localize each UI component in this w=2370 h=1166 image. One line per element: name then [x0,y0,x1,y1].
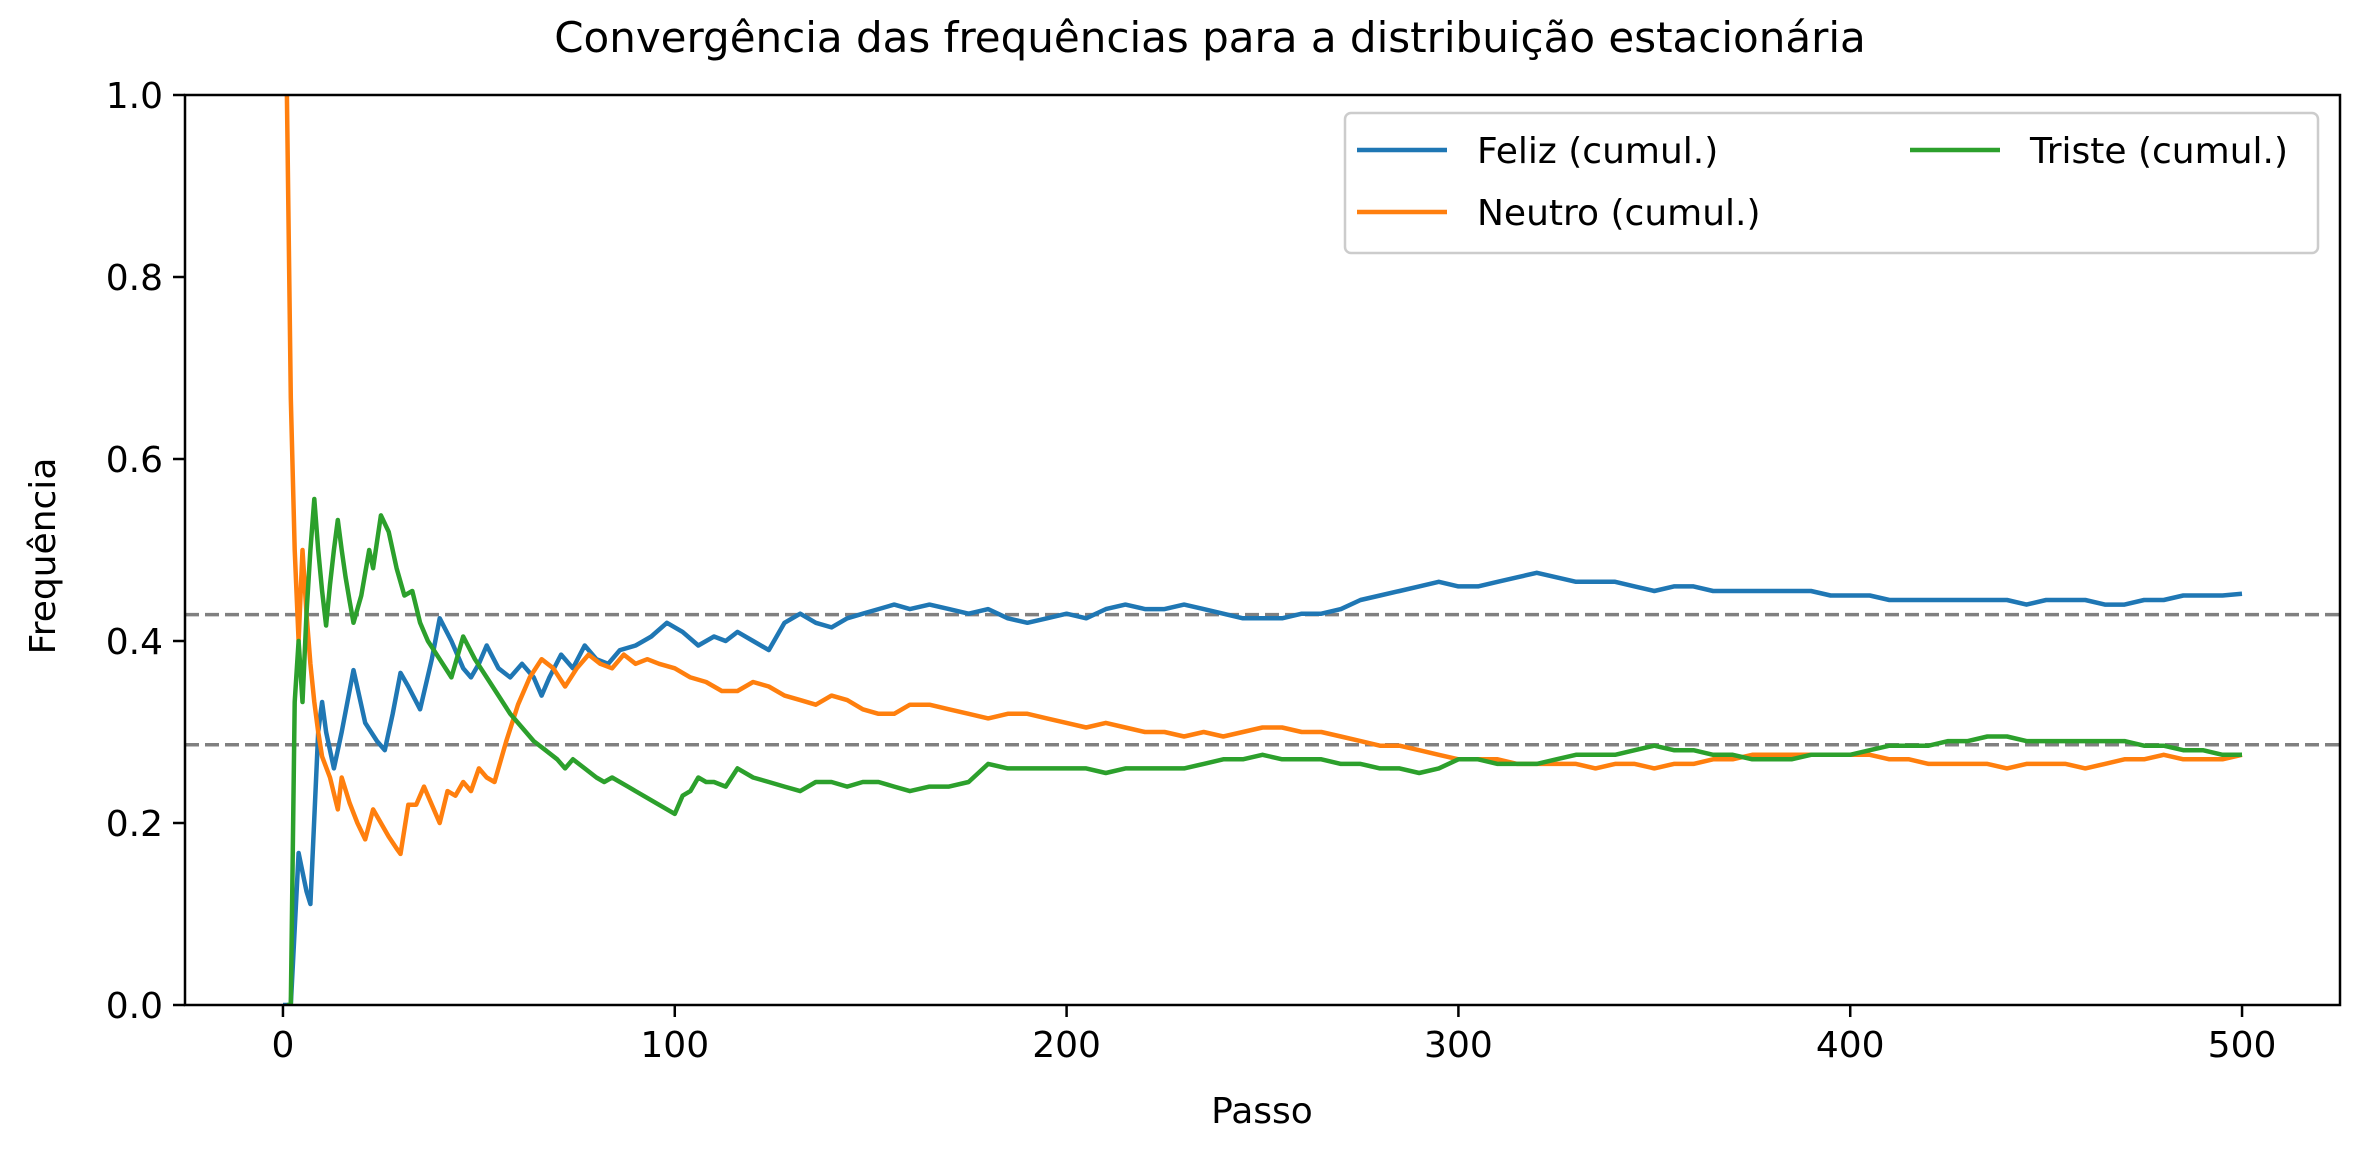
y-axis-label: Frequência [23,458,64,655]
ticks-layer: 0 100 200 300 400 500 0.0 0.2 0.4 0.6 0.8 1.0 [106,76,2277,1066]
x-tick-label: 200 [1032,1025,1101,1066]
y-tick-label: 1.0 [106,76,163,117]
x-tick-label: 100 [640,1025,709,1066]
y-tick-label: 0.0 [106,986,163,1027]
x-tick-label: 400 [1816,1025,1885,1066]
legend-label-neutro: Neutro (cumul.) [1477,193,1761,234]
chart-title: Convergência das frequências para a dist… [554,13,1866,62]
axes-layer [183,93,2342,1007]
legend-label-feliz: Feliz (cumul.) [1477,131,1718,172]
legend-label-triste: Triste (cumul.) [2029,131,2288,172]
y-tick-label: 0.6 [106,440,163,481]
x-axis-label: Passo [1211,1091,1313,1132]
x-tick-label: 300 [1424,1025,1493,1066]
series-line-feliz [283,570,2243,1005]
reference-lines [185,612,2340,747]
y-tick-label: 0.2 [106,804,163,845]
legend-box [1343,111,2320,255]
legend: Feliz (cumul.) Neutro (cumul.) Triste (cum… [1343,111,2320,255]
y-tick-label: 0.8 [106,258,163,299]
plot-frame [183,93,2342,1007]
x-tick-label: 500 [2208,1025,2277,1066]
y-tick-label: 0.4 [106,622,163,663]
series-layer [283,95,2243,1005]
x-tick-label: 0 [272,1025,295,1066]
series-line-triste [286,496,2242,1005]
